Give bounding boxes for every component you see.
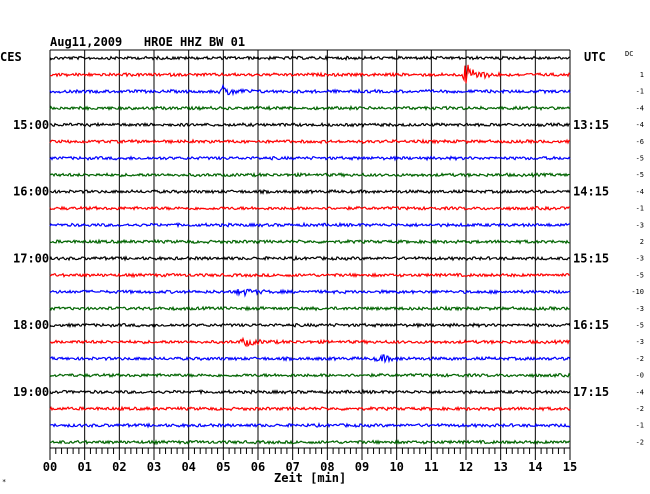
local-time-tick: 17:00 (13, 251, 49, 265)
dc-offset: -2 (636, 355, 644, 363)
utc-time-labels: 13:15 14:15 15:15 16:15 17:15 (573, 118, 609, 399)
dc-header: DC (625, 50, 633, 58)
dc-offset: -3 (636, 338, 644, 346)
seismic-trace (49, 388, 571, 396)
dc-offset: -1 (636, 205, 644, 213)
x-tick-label: 09 (355, 460, 369, 474)
seismic-traces (49, 54, 571, 446)
local-time-tick: 16:00 (13, 185, 49, 199)
utc-time-tick: 14:15 (573, 185, 609, 199)
x-tick-label: 02 (112, 460, 126, 474)
x-tick-label: 11 (424, 460, 438, 474)
x-tick-label: 07 (285, 460, 299, 474)
dc-offset: -4 (636, 388, 644, 396)
x-tick-label: 14 (528, 460, 542, 474)
seismic-trace (49, 288, 571, 298)
local-time-tick: 15:00 (13, 118, 49, 132)
dc-offset: -3 (636, 255, 644, 263)
dc-offset: -10 (631, 288, 644, 296)
utc-time-tick: 17:15 (573, 385, 609, 399)
seismic-trace (49, 372, 571, 379)
utc-time-tick: 16:15 (573, 318, 609, 332)
seismic-trace (49, 221, 571, 229)
dc-offset: -6 (636, 138, 644, 146)
utc-time-tick: 15:15 (573, 251, 609, 265)
seismic-trace (49, 305, 571, 312)
x-tick-label: 03 (147, 460, 161, 474)
dc-offset: -5 (636, 322, 644, 330)
seismic-trace (49, 422, 571, 429)
chart-title: Aug11,2009 HROE HHZ BW 01 (50, 35, 245, 49)
dc-offset: 2 (640, 238, 644, 246)
seismic-trace (49, 238, 571, 245)
local-time-label: CES (0, 50, 22, 64)
local-time-labels: 15:00 16:00 17:00 18:00 19:00 (13, 118, 49, 399)
seismic-trace (49, 54, 571, 62)
corner-mark: * (2, 478, 6, 486)
dc-offset: 1 (640, 71, 644, 79)
seismic-trace (49, 104, 571, 112)
x-tick-label: 15 (563, 460, 577, 474)
local-time-tick: 18:00 (13, 318, 49, 332)
utc-time-tick: 13:15 (573, 118, 609, 132)
seismic-trace (49, 322, 571, 329)
seismic-trace (49, 138, 571, 145)
dc-offset: -0 (636, 372, 644, 380)
dc-offset: -2 (636, 438, 644, 446)
x-axis-label: Zeit [min] (274, 471, 346, 485)
seismic-trace (49, 155, 571, 162)
dc-offset: -4 (636, 104, 644, 112)
x-tick-label: 00 (43, 460, 57, 474)
seismic-trace (49, 205, 571, 212)
seismic-trace (49, 188, 571, 195)
seismic-trace (49, 272, 571, 279)
x-axis: 00 01 02 03 04 05 06 07 08 09 10 11 12 13 14 15 (43, 448, 577, 474)
dc-offset: -3 (636, 221, 644, 229)
seismic-trace (49, 64, 571, 84)
x-tick-label: 10 (389, 460, 403, 474)
dc-offset: -3 (636, 305, 644, 313)
x-tick-label: 04 (181, 460, 195, 474)
utc-label: UTC (584, 50, 606, 64)
time-grid (49, 49, 571, 449)
x-tick-label: 06 (251, 460, 265, 474)
seismic-trace (49, 439, 571, 446)
seismic-trace (49, 405, 571, 412)
dc-offset: -4 (636, 188, 644, 196)
seismic-trace (49, 336, 571, 348)
local-time-tick: 19:00 (13, 385, 49, 399)
seismic-trace (49, 255, 571, 262)
x-tick-label: 05 (216, 460, 230, 474)
x-tick-label: 12 (459, 460, 473, 474)
dc-offset: -5 (636, 271, 644, 279)
seismic-trace (49, 83, 571, 97)
seismic-trace (49, 171, 571, 178)
dc-offset: -1 (636, 422, 644, 430)
seismic-trace (49, 121, 571, 128)
dc-offset-labels: 1 -1 -4 -4 -6 -5 -5 -4 -1 -3 2 -3 -5 -10 -3 -5 -3 -2 -0 -4 -… (631, 71, 644, 446)
dc-offset: -5 (636, 155, 644, 163)
x-tick-label: 08 (320, 460, 334, 474)
x-tick-label: 13 (493, 460, 507, 474)
dc-offset: -5 (636, 171, 644, 179)
seismic-trace (49, 354, 571, 364)
dc-offset: -2 (636, 405, 644, 413)
dc-offset: -1 (636, 88, 644, 96)
dc-offset: -4 (636, 121, 644, 129)
x-tick-label: 01 (77, 460, 91, 474)
